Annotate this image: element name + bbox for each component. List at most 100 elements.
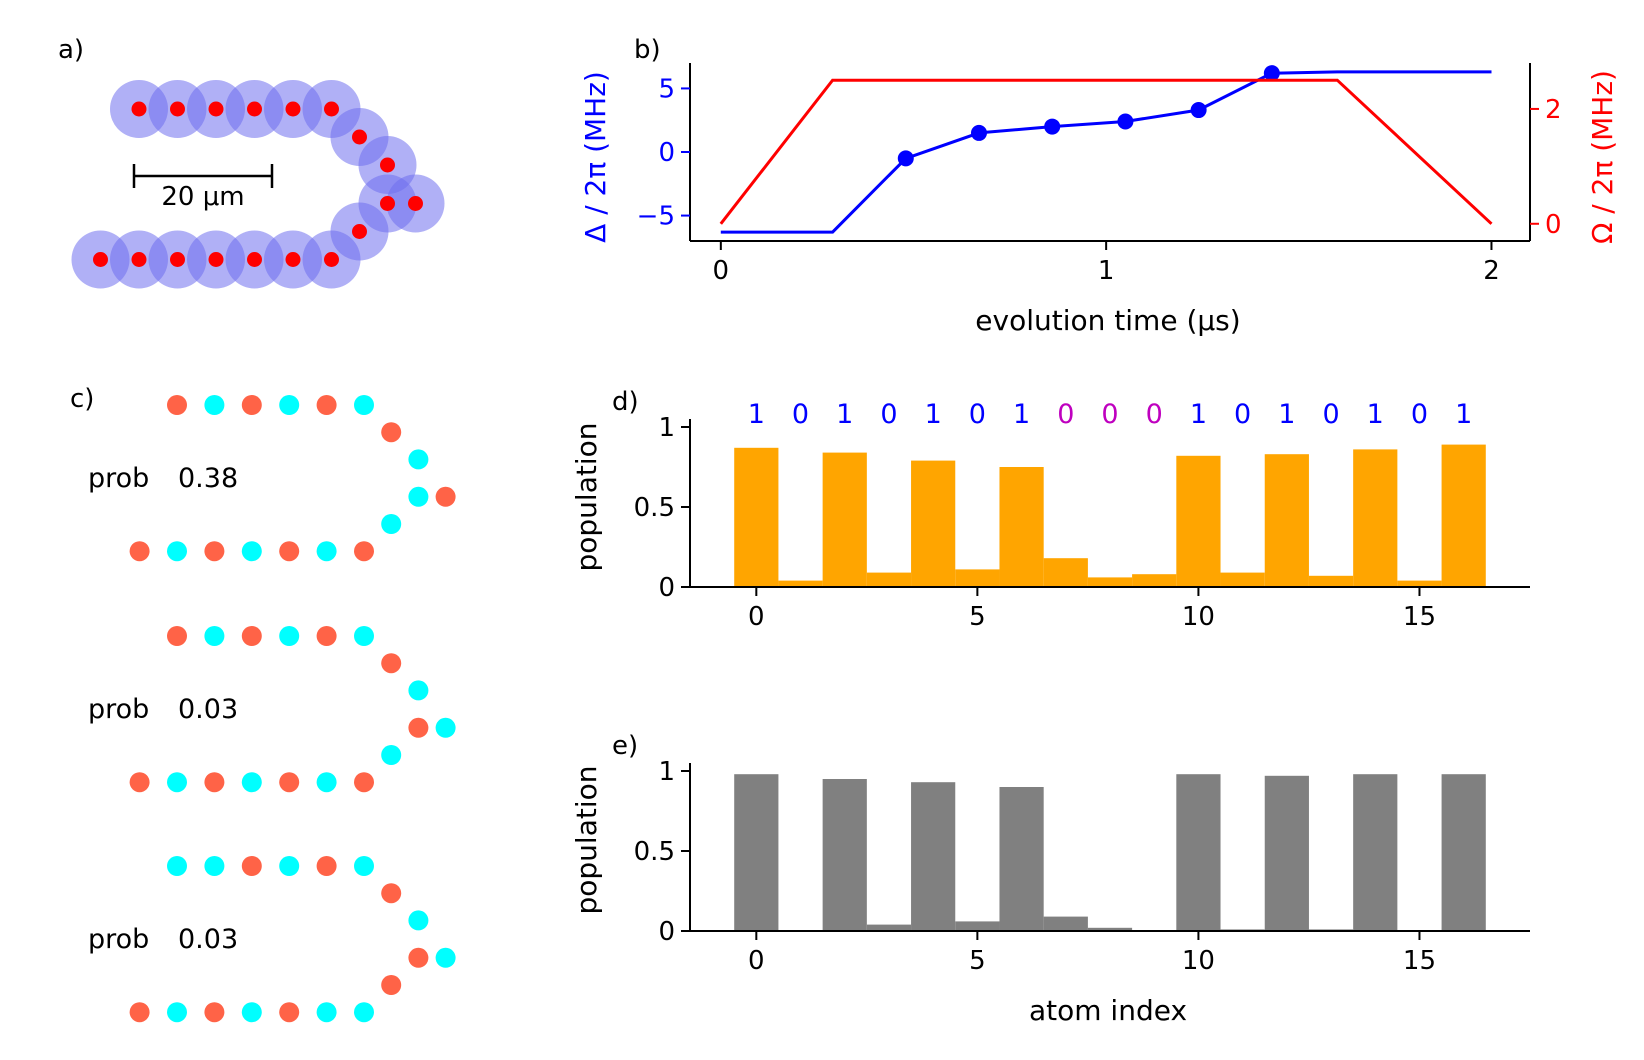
- digit-label: 1: [1278, 399, 1295, 430]
- ground-atom-7: [408, 680, 429, 701]
- excited-atom-6: [381, 422, 402, 443]
- panel-b-series: [719, 65, 1493, 234]
- series-delta-marker: [1117, 113, 1134, 130]
- series-delta-marker: [1263, 65, 1280, 82]
- bar-atom-5: [955, 921, 1000, 931]
- bar-atom-14: [1353, 774, 1398, 931]
- excited-atom-13: [279, 541, 300, 562]
- probability-label: prob 0.03: [88, 694, 238, 725]
- scale-bar-label: 20 μm: [161, 182, 244, 212]
- panel-b-ytick-left-label: 0: [658, 138, 675, 168]
- bar-atom-12: [1264, 454, 1309, 587]
- series-delta-marker: [897, 150, 914, 167]
- xtick-label: 15: [1403, 602, 1436, 632]
- ground-atom-0: [167, 856, 187, 876]
- bar-atom-7: [1043, 916, 1088, 931]
- panel-b-axes: 0 1 2 −5 0 5 0 2: [637, 63, 1562, 286]
- excited-atom-11: [354, 541, 374, 562]
- atom-8: [380, 196, 395, 211]
- ground-atom-9: [435, 947, 456, 968]
- excited-atom-15: [204, 772, 225, 793]
- configuration-2: prob 0.03: [88, 856, 456, 1023]
- panel-label-e: e): [612, 731, 638, 761]
- configuration-0: prob 0.38: [88, 395, 456, 562]
- scale-bar: 20 μm: [132, 164, 274, 212]
- excited-atom-15: [204, 541, 225, 562]
- atom-11: [324, 252, 339, 267]
- ground-atom-7: [408, 449, 429, 470]
- ground-atom-12: [316, 541, 337, 562]
- panel-b-xtick-label: 0: [713, 256, 730, 286]
- ground-atom-1: [204, 395, 225, 415]
- panel-b-ylabel-right: Ω / 2π (MHz): [1586, 70, 1619, 244]
- excited-atom-17: [129, 1002, 150, 1023]
- digit-label: 0: [1411, 399, 1428, 430]
- panel-b-ytick-left-label: 5: [658, 74, 675, 104]
- probability-label: prob 0.03: [88, 924, 238, 955]
- panel-c-configurations: prob 0.38 prob 0.03 prob 0.03: [88, 395, 456, 1023]
- atom-7: [380, 157, 395, 173]
- excited-atom-0: [167, 395, 187, 415]
- bar-atom-13: [1308, 575, 1354, 587]
- ground-atom-3: [279, 856, 300, 876]
- panel-d-axes: 0 5 10 15 0 0.5 1: [634, 413, 1530, 632]
- panel-label-d: d): [612, 387, 639, 417]
- bar-atom-8: [1087, 577, 1133, 587]
- ground-atom-16: [167, 772, 187, 793]
- xtick-label: 5: [969, 602, 986, 632]
- bar-atom-6: [999, 467, 1044, 587]
- bar-atom-14: [1353, 449, 1398, 587]
- ground-atom-9: [435, 717, 456, 738]
- atom-3: [247, 101, 262, 117]
- ytick-label: 0.5: [634, 837, 675, 867]
- atom-4: [285, 101, 301, 117]
- panel-e-xlabel: atom index: [1029, 994, 1187, 1027]
- digit-label: 1: [1013, 399, 1030, 430]
- probability-prefix: prob: [88, 694, 149, 725]
- bar-atom-10: [1176, 774, 1221, 931]
- bar-atom-8: [1087, 927, 1133, 931]
- atom-2: [208, 101, 224, 117]
- series-delta-line: [720, 70, 1492, 234]
- atom-16: [131, 252, 147, 267]
- excited-atom-17: [129, 772, 150, 793]
- atom-17: [93, 252, 108, 267]
- ground-atom-10: [381, 514, 402, 534]
- digit-label: 0: [1057, 399, 1074, 430]
- atom-15: [170, 252, 185, 267]
- ytick-label: 0: [658, 573, 675, 603]
- digit-label: 1: [1190, 399, 1207, 430]
- excited-atom-2: [241, 395, 262, 415]
- panel-b-ytick-right-label: 0: [1545, 210, 1562, 240]
- xtick-label: 10: [1182, 946, 1215, 976]
- xtick-label: 15: [1403, 946, 1436, 976]
- ground-atom-1: [204, 856, 225, 876]
- panel-b-xlabel: evolution time (μs): [975, 304, 1240, 337]
- atom-1: [170, 101, 185, 117]
- digit-label: 1: [925, 399, 942, 430]
- excited-atom-13: [279, 1002, 300, 1023]
- ground-atom-3: [279, 626, 300, 646]
- panel-b-chart: 0 1 2 −5 0 5 0 2 evolution time (μs) Δ / 2π (MH…: [579, 63, 1619, 337]
- probability-label: prob 0.38: [88, 463, 238, 494]
- probability-value: 0.03: [178, 924, 238, 955]
- bar-atom-0: [734, 774, 779, 931]
- digit-label: 0: [969, 399, 986, 430]
- bar-atom-2: [822, 452, 867, 587]
- ground-atom-14: [241, 541, 262, 562]
- digit-label: 1: [748, 399, 765, 430]
- bar-atom-1: [778, 580, 823, 587]
- ground-atom-7: [408, 910, 429, 931]
- excited-atom-13: [279, 772, 300, 793]
- bar-atom-7: [1043, 558, 1088, 587]
- bar-atom-10: [1176, 455, 1221, 587]
- bar-atom-6: [999, 787, 1044, 931]
- excited-atom-9: [435, 486, 456, 507]
- ytick-label: 0.5: [634, 493, 675, 523]
- ground-atom-12: [316, 772, 337, 793]
- ground-atom-14: [241, 1002, 262, 1023]
- panel-a-atom-array: 20 μm: [71, 80, 445, 289]
- panel-label-a: a): [58, 35, 84, 65]
- ground-atom-5: [354, 856, 374, 876]
